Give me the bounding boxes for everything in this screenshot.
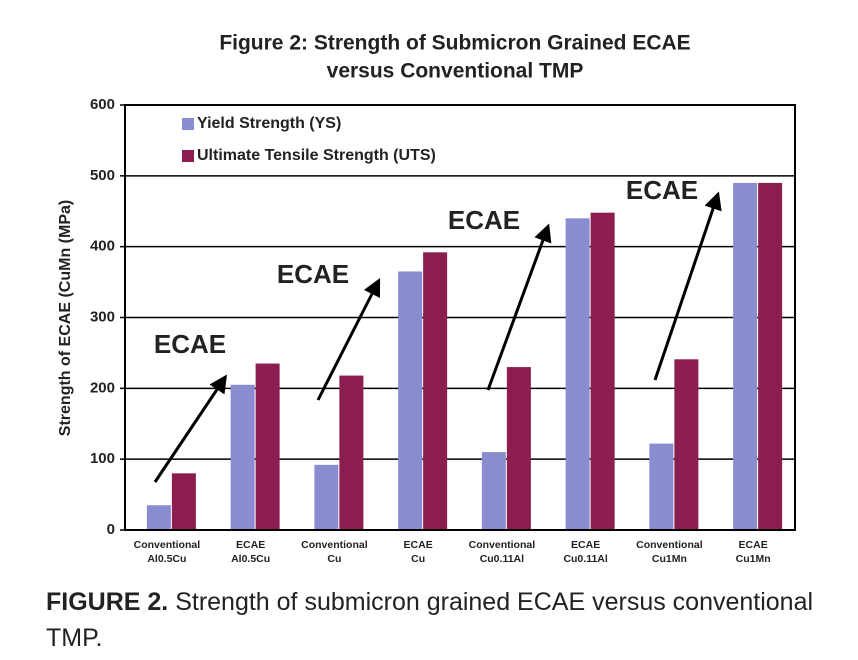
- legend-swatch: [182, 118, 194, 130]
- legend-label: Yield Strength (YS): [197, 115, 341, 132]
- x-tick-label: ECAE: [404, 539, 433, 551]
- x-tick-label: Cu: [411, 553, 425, 565]
- bar: [255, 363, 280, 530]
- x-tick-label: Conventional: [469, 539, 536, 551]
- bar: [423, 252, 448, 531]
- bar: [649, 443, 674, 530]
- caption-label: FIGURE 2.: [46, 588, 169, 616]
- chart: Figure 2: Strength of Submicron Grained …: [57, 32, 796, 565]
- y-tick-label: 600: [90, 96, 115, 113]
- annotation: ECAE: [277, 259, 349, 289]
- caption: FIGURE 2. Strength of submicron grained …: [46, 584, 826, 656]
- bar: [758, 182, 783, 530]
- x-tick-label: Conventional: [134, 539, 201, 551]
- y-tick-label: 400: [90, 238, 115, 255]
- y-tick-label: 300: [90, 308, 115, 325]
- bar: [674, 359, 699, 530]
- arrow: [316, 277, 381, 401]
- bar: [398, 271, 423, 530]
- legend-swatch: [182, 150, 194, 162]
- arrow: [486, 223, 552, 391]
- bar: [146, 505, 171, 530]
- x-tick-label: Cu: [327, 553, 341, 565]
- bar: [171, 473, 196, 530]
- x-tick-label: ECAE: [571, 539, 600, 551]
- bar: [230, 384, 255, 530]
- bar: [733, 182, 758, 530]
- arrow: [653, 191, 722, 381]
- y-tick-label: 0: [107, 521, 115, 538]
- x-tick-label: ECAE: [739, 539, 768, 551]
- bar: [565, 218, 590, 531]
- x-tick-label: Cu1Mn: [736, 553, 771, 565]
- chart-title: Figure 2: Strength of Submicron Grained …: [219, 32, 690, 55]
- caption-text: Strength of submicron grained ECAE versu…: [46, 588, 814, 652]
- annotation: ECAE: [448, 205, 520, 235]
- y-tick-label: 200: [90, 379, 115, 396]
- x-tick-label: Conventional: [301, 539, 368, 551]
- x-tick-label: Conventional: [636, 539, 703, 551]
- y-tick-label: 500: [90, 167, 115, 184]
- bar: [590, 212, 615, 530]
- y-tick-label: 100: [90, 450, 115, 467]
- chart-title: versus Conventional TMP: [327, 60, 584, 83]
- bar: [339, 375, 364, 530]
- legend-label: Ultimate Tensile Strength (UTS): [197, 147, 436, 164]
- bar: [506, 367, 531, 530]
- bar: [314, 464, 339, 530]
- arrow: [153, 374, 228, 483]
- bar: [481, 452, 506, 530]
- x-tick-label: ECAE: [236, 539, 265, 551]
- y-axis-label: Strength of ECAE (CuMn (MPa): [57, 200, 74, 436]
- annotation: ECAE: [154, 329, 226, 359]
- x-tick-label: Cu1Mn: [652, 553, 687, 565]
- x-tick-label: Al0.5Cu: [147, 553, 186, 565]
- x-tick-label: Cu0.11Al: [480, 553, 524, 565]
- plot-frame: [124, 104, 796, 531]
- x-tick-label: Cu0.11Al: [563, 553, 607, 565]
- x-tick-label: Al0.5Cu: [231, 553, 270, 565]
- annotation: ECAE: [626, 175, 698, 205]
